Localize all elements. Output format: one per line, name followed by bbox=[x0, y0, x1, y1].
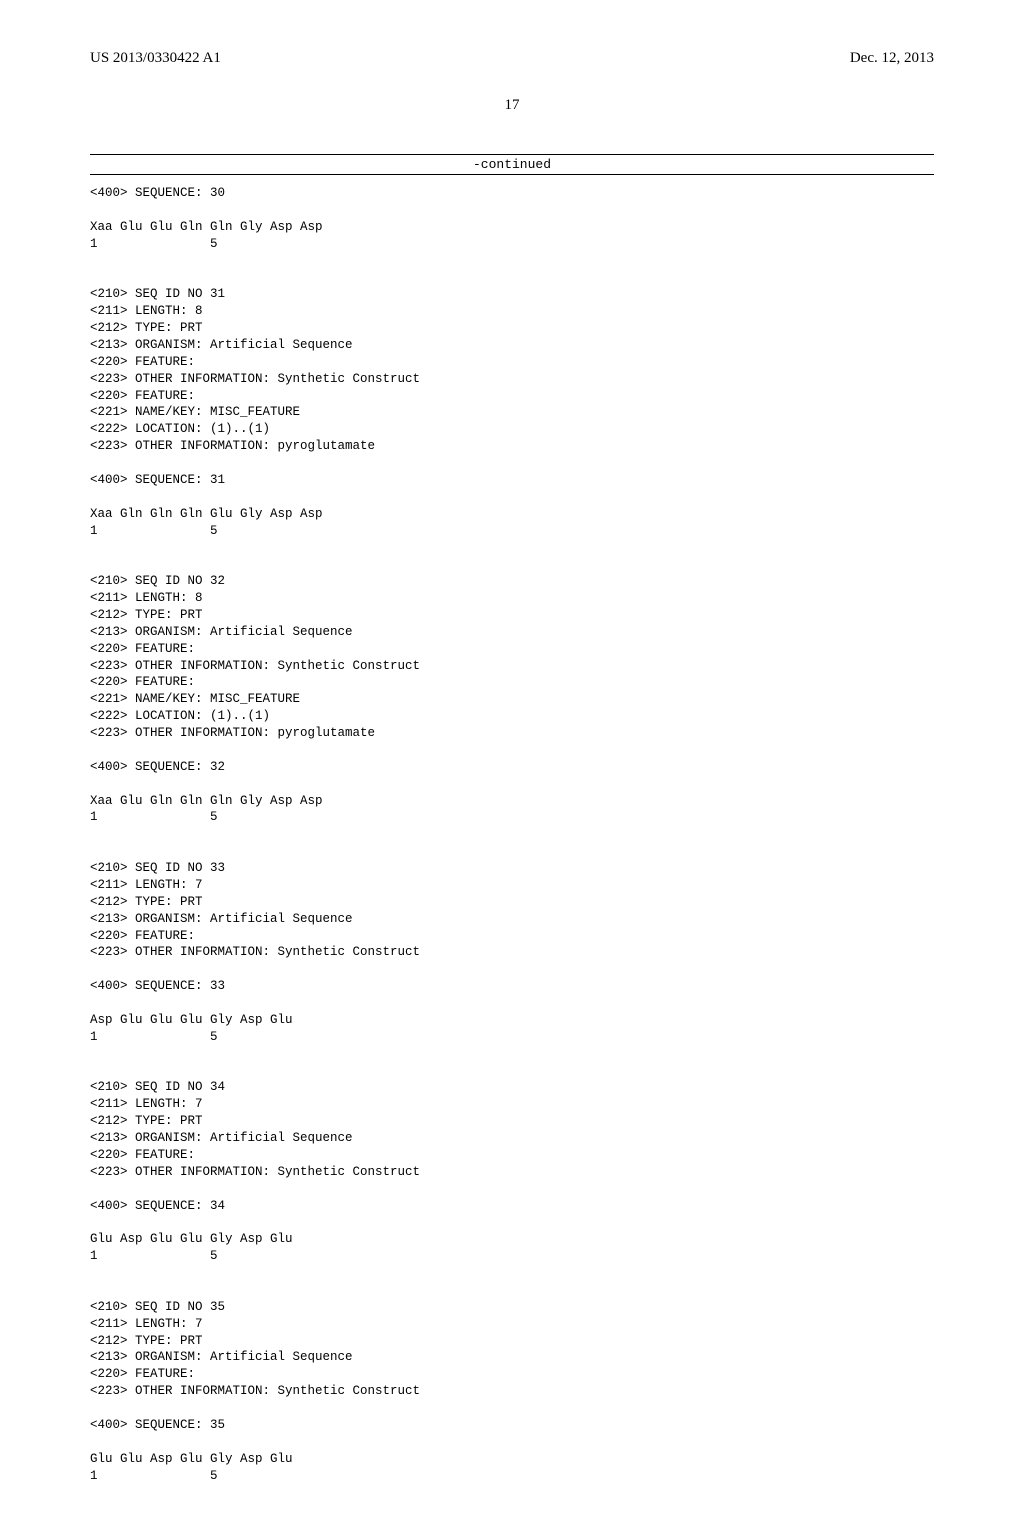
continued-rule: -continued bbox=[90, 154, 934, 175]
continued-label: -continued bbox=[90, 155, 934, 174]
page-number: 17 bbox=[90, 97, 934, 114]
publication-number: US 2013/0330422 A1 bbox=[90, 50, 221, 67]
page-header: US 2013/0330422 A1 Dec. 12, 2013 bbox=[90, 50, 934, 67]
page-container: US 2013/0330422 A1 Dec. 12, 2013 17 -con… bbox=[0, 0, 1024, 1524]
sequence-listing: <400> SEQUENCE: 30 Xaa Glu Glu Gln Gln G… bbox=[90, 185, 934, 1484]
publication-date: Dec. 12, 2013 bbox=[850, 50, 934, 67]
